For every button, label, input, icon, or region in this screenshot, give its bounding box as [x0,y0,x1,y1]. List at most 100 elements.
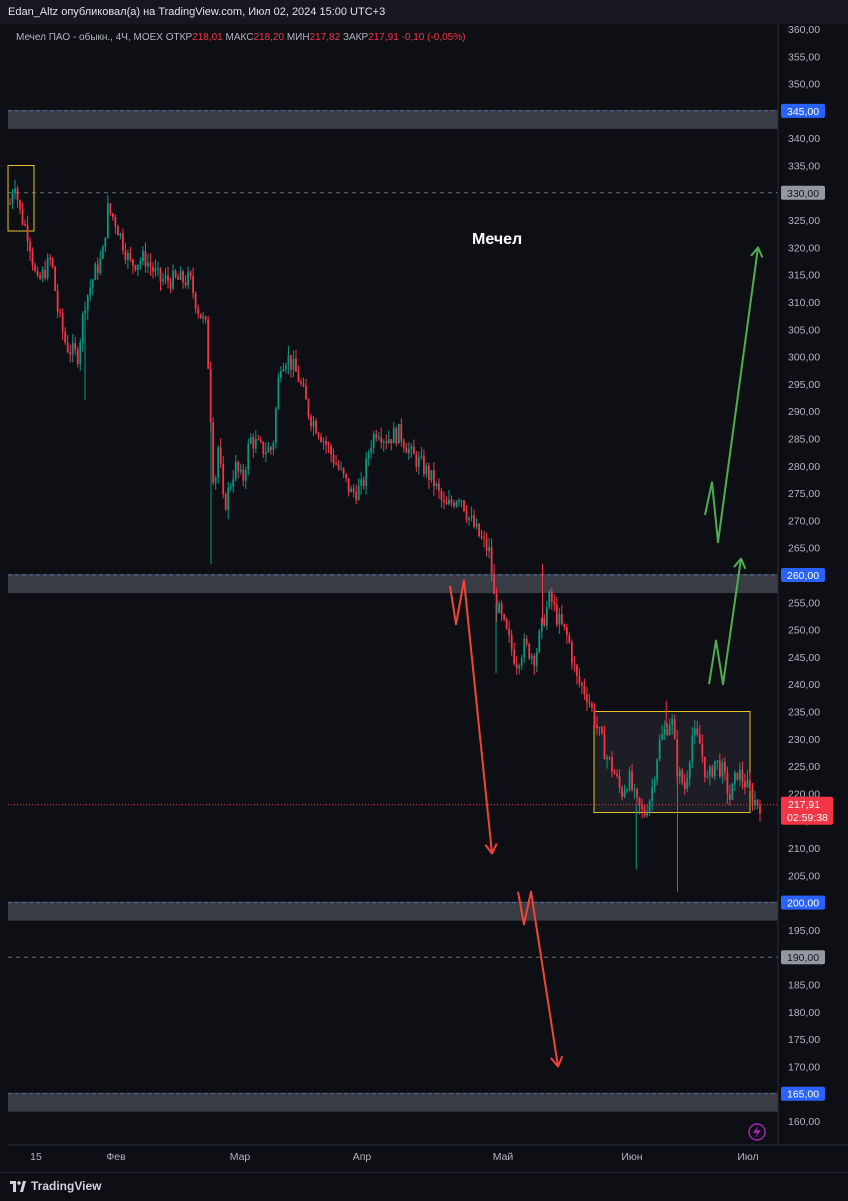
candle-body [290,355,292,370]
candle-body [222,464,225,495]
y-tick-label: 175,00 [788,1034,820,1046]
bearish-arrow-long-head [484,843,498,855]
candle-body [154,268,157,272]
candle-body [159,267,162,282]
y-tick-label: 290,00 [788,406,820,418]
candle-body [563,623,566,628]
legend-high-value: 218,20 [253,32,285,43]
y-tick-label: 250,00 [788,625,820,637]
candle-body [603,733,606,760]
candle-body [310,416,312,427]
level-price-tag-label: 190,00 [787,952,819,964]
candle-body [470,515,473,518]
candle-body [106,203,109,238]
candle-body [696,728,699,735]
y-tick-label: 195,00 [788,925,820,937]
candle-body [91,279,94,288]
candle-body [510,635,513,650]
bullish-arrow-short [708,558,742,686]
candle-body [330,445,332,455]
candle-body [124,250,127,260]
candle-body [254,439,257,449]
candle-body [274,408,277,443]
candle-body [395,428,398,444]
candle-body [224,494,227,510]
candle-body [686,778,689,789]
candle-body [192,276,195,294]
candle-body [162,279,164,282]
candle-body [673,718,676,739]
candle-body [302,383,305,386]
y-tick-label: 180,00 [788,1007,820,1019]
candle-body [312,421,315,427]
level-price-tag-label: 345,00 [787,106,819,118]
candle-body [264,452,267,455]
candle-body [412,446,415,455]
candle-body [164,275,167,280]
candle-body [259,439,262,442]
candle-body [548,591,551,608]
x-tick-label: 15 [30,1151,42,1163]
bar-countdown: 02:59:38 [787,812,828,824]
candle-body [370,447,373,454]
candle-body [728,794,731,800]
y-tick-label: 285,00 [788,434,820,446]
candle-body [121,233,124,251]
candle-body [285,365,287,370]
tradingview-brand: TradingView [31,1179,102,1193]
candle-body [417,457,420,467]
current-price-label: 217,91 [788,799,820,811]
candle-body [688,762,691,779]
y-tick-label: 275,00 [788,488,820,500]
candle-body [277,377,280,409]
level-price-tag [781,895,825,910]
candle-body [172,270,174,289]
candle-body [74,342,77,350]
candle-body [422,455,425,475]
candle-body [252,437,255,449]
candle-body [626,789,628,791]
candle-body [347,478,350,493]
candle-body [658,739,661,760]
candle-body [209,368,212,423]
candle-body [365,458,368,486]
candle-body [458,500,460,502]
candle-body [498,603,501,613]
candle-body [242,469,245,481]
candle-body [726,772,729,795]
candle-body [129,253,132,260]
candle-body [606,757,608,760]
candle-body [21,209,24,225]
candle-body [425,465,428,475]
candle-body [352,488,355,492]
tradingview-logo[interactable]: TradingView [10,1179,101,1193]
candle-body [415,454,418,467]
candle-body [430,470,433,480]
lightning-icon[interactable] [748,1123,766,1141]
bearish-arrow-long [449,579,493,854]
candle-body [11,193,14,204]
level-price-tag-label: 165,00 [787,1089,819,1101]
candle-body [533,655,536,666]
candle-body [573,663,576,666]
candle-body [513,649,516,665]
candle-body [194,293,197,309]
y-tick-label: 325,00 [788,215,820,227]
candle-body [372,434,375,448]
bullish-arrow-long [704,247,759,544]
level-price-tag [781,1086,825,1101]
candle-body [427,465,430,480]
candle-body [207,319,210,369]
candle-body [79,342,82,365]
candle-body [756,799,759,806]
candle-body [739,769,741,780]
candle-body [475,523,478,527]
candle-body [380,437,383,443]
candle-body [525,638,528,644]
candle-body [591,703,593,708]
candle-body [663,728,666,735]
candle-body [759,805,761,814]
candle-body [400,423,403,441]
x-tick-label: Май [493,1151,514,1163]
